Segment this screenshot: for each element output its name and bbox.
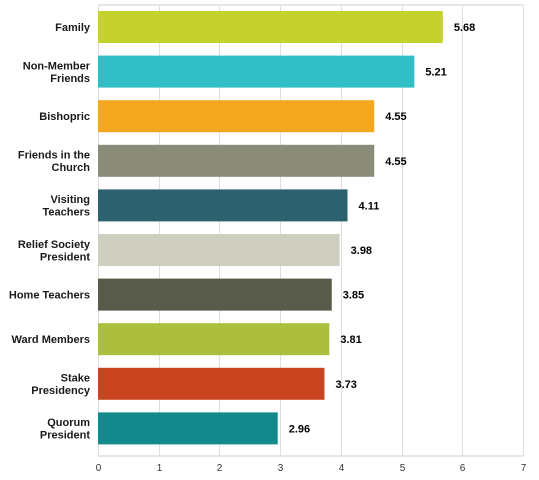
category-label: Home Teachers [9,290,90,302]
bar [98,278,332,311]
bar [98,412,278,445]
value-label: 4.55 [385,156,406,168]
category-label: Visiting Teachers [43,194,91,219]
category-labels: Family Non-Member Friends Bishopric Friends … [9,22,91,442]
value-label: 4.55 [385,111,406,123]
category-label: Stake Presidency [31,373,91,398]
value-label: 3.85 [343,290,364,302]
bar [98,234,340,266]
bar [98,189,348,222]
x-tick-label: 3 [278,463,284,474]
bar [98,100,375,133]
category-label: Family [55,22,91,34]
value-label: 3.98 [351,245,372,257]
value-label: 4.11 [359,200,380,212]
x-tick-label: 6 [460,463,466,474]
x-tick-label: 1 [157,463,163,474]
value-label: 2.96 [289,423,310,435]
value-label: 3.73 [335,379,356,391]
category-label: Quorum President [40,417,90,442]
x-tick-label: 4 [339,463,345,474]
x-axis-ticks: 0 1 2 3 4 5 6 7 [96,463,527,474]
category-label: Relief Society President [18,239,91,264]
bar [98,55,415,88]
bar [98,367,325,400]
category-label: Non-Member Friends [23,60,91,85]
value-labels: 5.68 5.21 4.55 4.55 4.11 3.98 3.85 3.81 3.73 2.96 [289,22,476,435]
x-tick-label: 7 [521,463,527,474]
value-label: 3.81 [340,334,361,346]
x-tick-label: 5 [400,463,406,474]
bar [98,144,375,177]
x-tick-label: 0 [96,463,102,474]
category-label: Bishopric [39,111,90,123]
category-label: Ward Members [12,334,90,346]
value-label: 5.21 [425,67,446,79]
x-tick-label: 2 [217,463,223,474]
value-label: 5.68 [454,22,475,34]
category-label: Friends in the Church [18,150,90,175]
bar [98,323,330,356]
bars [98,11,443,445]
bar [98,11,443,43]
